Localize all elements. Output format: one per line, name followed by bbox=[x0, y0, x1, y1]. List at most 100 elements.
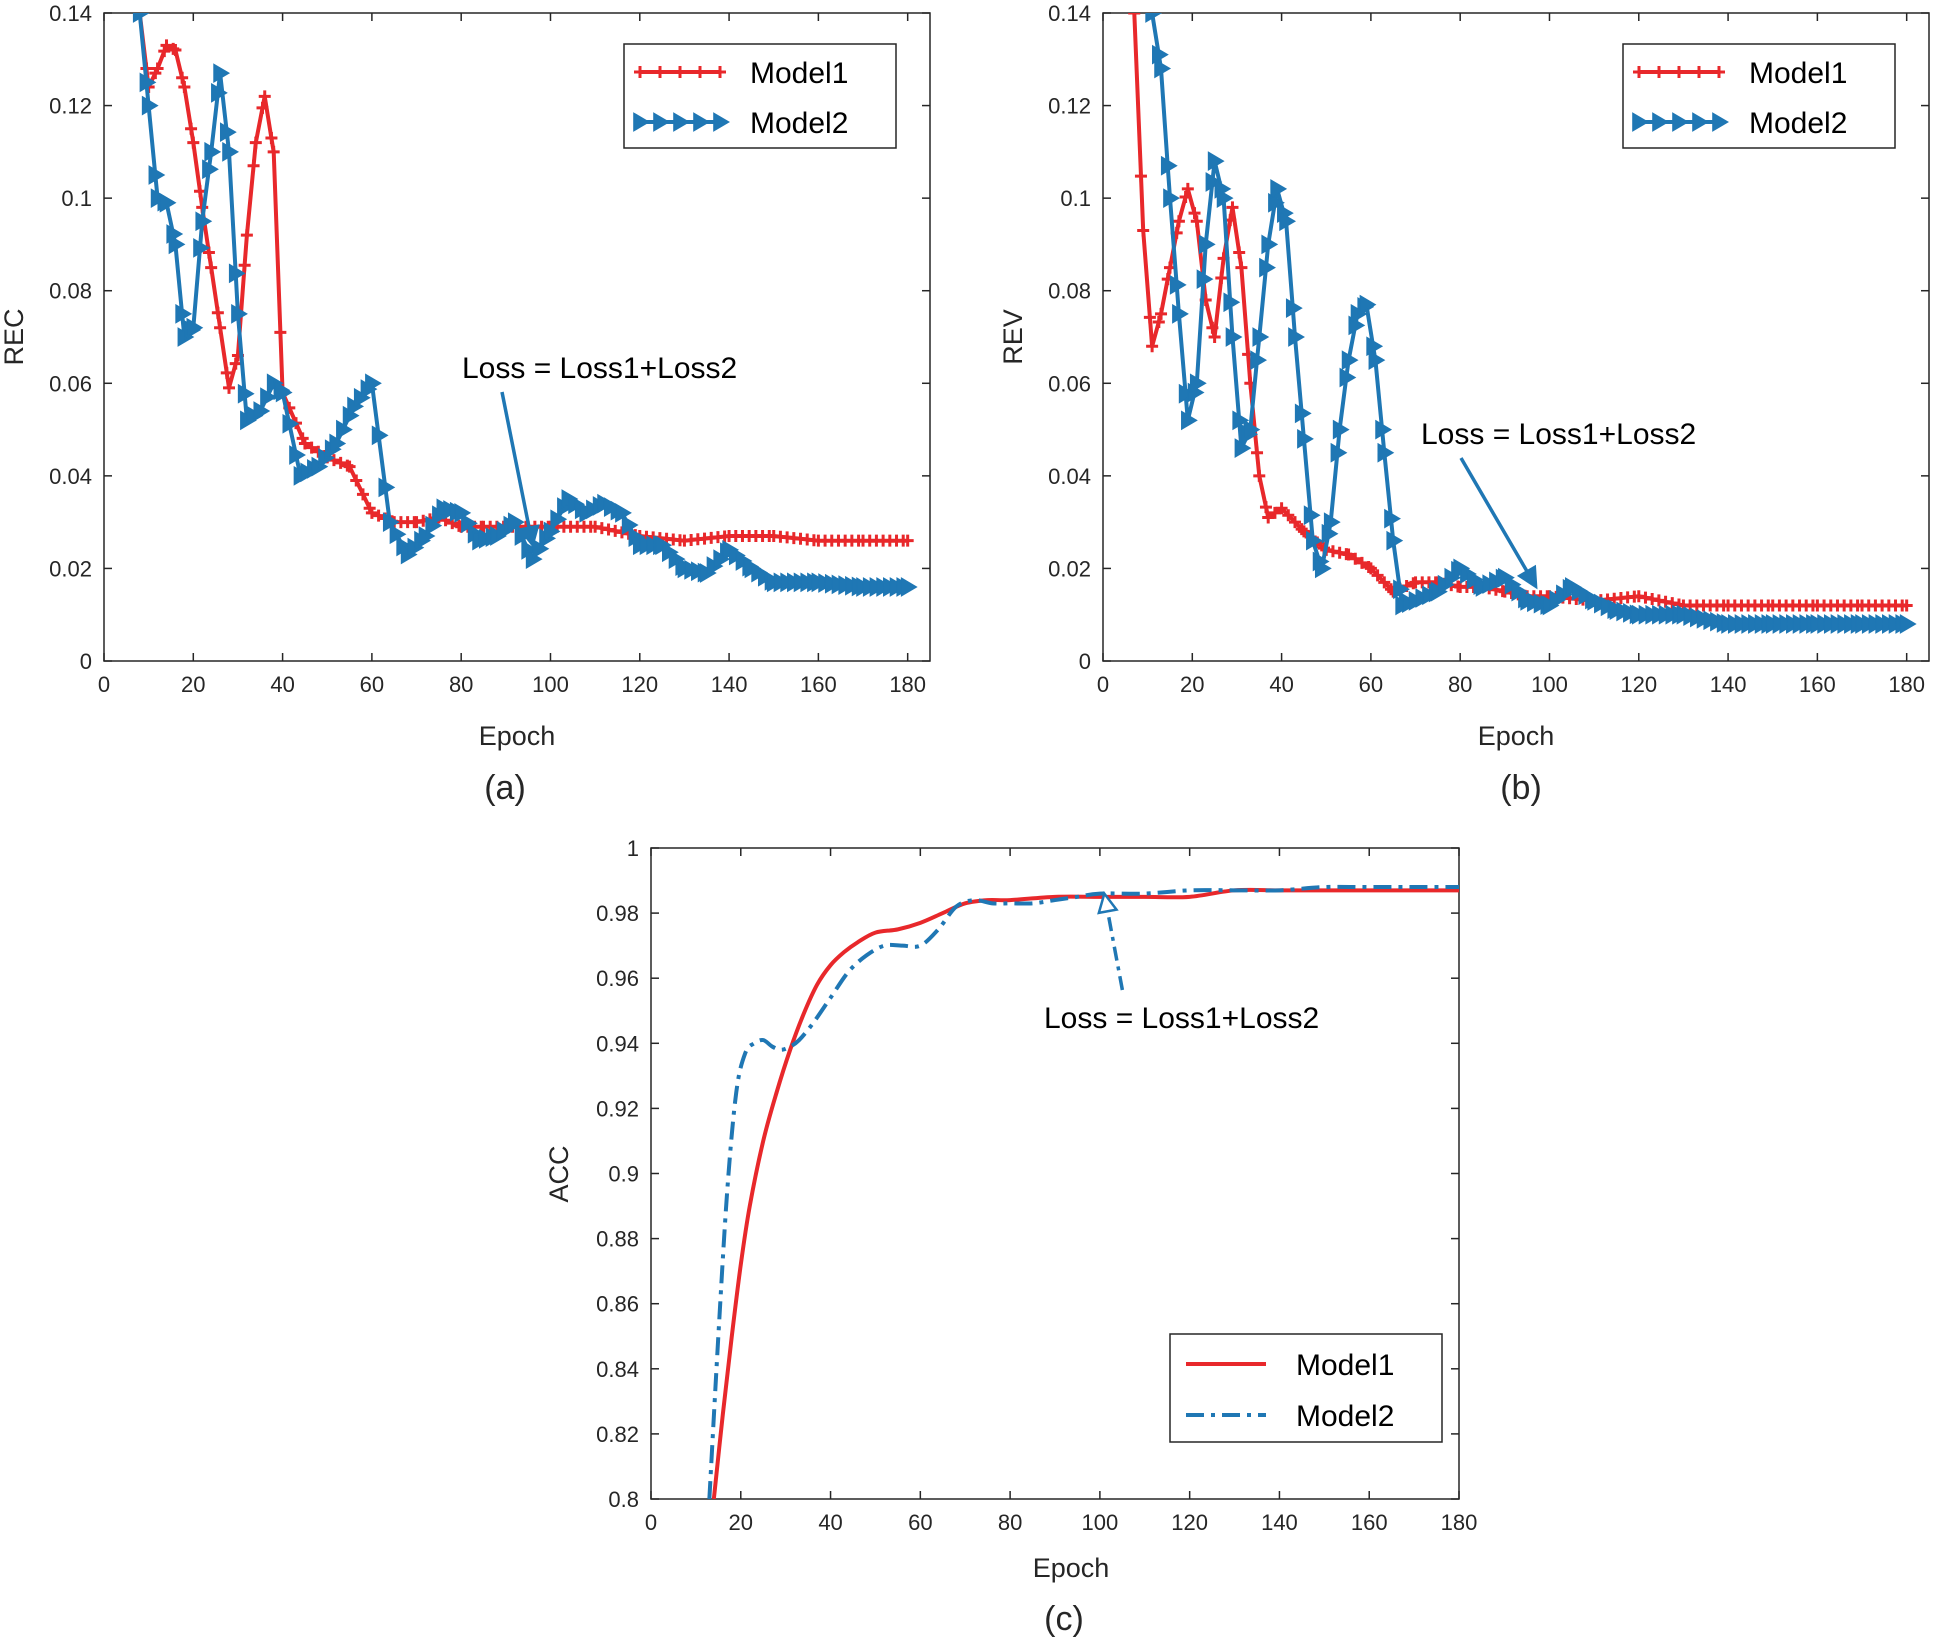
series-model2-marker bbox=[1225, 327, 1243, 347]
series-model2-marker bbox=[1205, 172, 1223, 192]
x-tick-label: 120 bbox=[1171, 1510, 1208, 1535]
series-model2-marker bbox=[159, 192, 177, 213]
y-tick-label: 0.02 bbox=[49, 556, 92, 581]
annotation-text-b: Loss = Loss1+Loss2 bbox=[1421, 418, 1696, 451]
series-model2-marker bbox=[289, 445, 306, 465]
series-model2-marker bbox=[1359, 294, 1377, 315]
series-model2-marker bbox=[1393, 579, 1410, 600]
series-model1-marker bbox=[1208, 331, 1221, 343]
series-model1-marker bbox=[1206, 321, 1219, 334]
legend-marker bbox=[673, 112, 690, 132]
legend-label-model1: Model1 bbox=[750, 57, 848, 90]
series-model1-marker bbox=[1128, 13, 1141, 19]
series-model2-marker bbox=[1259, 257, 1276, 278]
series-model2-marker bbox=[1160, 155, 1178, 176]
series-model1-marker bbox=[178, 81, 191, 94]
series-model2-marker bbox=[378, 477, 396, 498]
series-model2-marker bbox=[204, 141, 222, 162]
series-model1-marker bbox=[1275, 502, 1288, 515]
legend-label-model2: Model2 bbox=[1749, 107, 1847, 140]
series-model2-marker bbox=[1261, 234, 1279, 255]
series-model2-marker bbox=[1234, 438, 1252, 458]
legend-marker bbox=[1672, 112, 1689, 132]
series-model1-marker bbox=[1355, 556, 1368, 569]
series-model1-marker bbox=[1268, 506, 1281, 519]
series-model2-marker bbox=[1189, 373, 1207, 394]
series-model1-marker bbox=[229, 357, 242, 370]
series-model1-marker bbox=[1172, 215, 1185, 228]
series-model1-marker bbox=[356, 488, 369, 501]
series-model2-marker bbox=[231, 303, 248, 324]
series-model2-marker bbox=[1223, 292, 1241, 313]
y-tick-label: 0 bbox=[80, 649, 92, 674]
series-model2-marker bbox=[1339, 367, 1357, 388]
series-model2-marker bbox=[1216, 188, 1234, 209]
y-axis-label-c: ACC bbox=[544, 1145, 574, 1202]
series-model2-marker bbox=[186, 317, 204, 338]
series-model2-marker bbox=[329, 433, 347, 454]
series-model2-marker bbox=[219, 122, 237, 143]
y-tick-label: 0.86 bbox=[596, 1292, 639, 1317]
series-model2-marker bbox=[507, 512, 525, 533]
series-model1-marker bbox=[305, 441, 318, 454]
annotation-text-c: Loss = Loss1+Loss2 bbox=[1044, 1002, 1319, 1035]
series-model1-marker bbox=[1134, 170, 1147, 183]
legend-box bbox=[623, 43, 897, 149]
series-model1-marker bbox=[1900, 599, 1913, 612]
legend-marker bbox=[693, 112, 710, 132]
series-model1-marker bbox=[1297, 525, 1310, 538]
y-tick-label: 0.96 bbox=[596, 966, 639, 991]
legend-marker bbox=[653, 112, 670, 132]
x-axis-title-a: Epoch bbox=[479, 721, 556, 751]
series-model2-marker bbox=[1169, 275, 1187, 295]
series-model1-markers bbox=[1128, 13, 1913, 612]
series-model2-marker bbox=[1145, 13, 1163, 23]
series-model2-marker bbox=[1279, 211, 1297, 232]
series-model2-marker bbox=[195, 211, 213, 232]
series-model1-marker bbox=[1349, 552, 1362, 565]
series-model1-marker bbox=[350, 474, 363, 487]
series-model2-marker bbox=[900, 577, 918, 597]
series-model1-marker bbox=[1282, 509, 1295, 522]
series-model2-marker bbox=[371, 425, 389, 446]
y-tick-label: 0.8 bbox=[608, 1487, 639, 1512]
x-tick-label: 100 bbox=[1531, 672, 1568, 697]
x-tick-label: 80 bbox=[998, 1510, 1022, 1535]
series-model1-marker bbox=[1378, 576, 1391, 589]
x-tick-label: 40 bbox=[818, 1510, 842, 1535]
x-tick-label: 180 bbox=[1888, 672, 1925, 697]
series-model1-marker bbox=[1262, 511, 1275, 524]
y-tick-label: 0.84 bbox=[596, 1357, 639, 1382]
legend-box bbox=[1169, 1333, 1443, 1443]
series-model1-marker bbox=[334, 456, 347, 469]
y-tick-label: 0.06 bbox=[49, 371, 92, 396]
series-model1-marker bbox=[169, 44, 182, 57]
series-model1-marker bbox=[1251, 446, 1264, 459]
x-tick-label: 60 bbox=[908, 1510, 932, 1535]
series-model1-marker bbox=[258, 90, 271, 103]
series-model1-marker bbox=[901, 534, 914, 547]
series-model1-marker bbox=[1146, 340, 1159, 353]
series-model2-marker bbox=[168, 234, 186, 255]
x-tick-label: 20 bbox=[181, 672, 205, 697]
legend-marker bbox=[1692, 112, 1709, 132]
series-model2-marker bbox=[365, 373, 382, 394]
series-model2-marker bbox=[1252, 327, 1270, 347]
series-model2-marker bbox=[1243, 419, 1261, 440]
y-tick-label: 0.12 bbox=[49, 94, 92, 119]
series-model2-marker bbox=[1303, 505, 1321, 526]
y-tick-label: 0.94 bbox=[596, 1031, 639, 1056]
series-model2-marker bbox=[260, 387, 277, 408]
series-model2-marker bbox=[1386, 530, 1404, 551]
series-model1-marker bbox=[240, 229, 253, 242]
series-model2-marker bbox=[1178, 383, 1196, 404]
legend-marker bbox=[1653, 66, 1665, 78]
series-model2-marker bbox=[1306, 530, 1323, 551]
series-model1-marker bbox=[372, 509, 385, 522]
series-model2-marker bbox=[336, 419, 353, 440]
series-model1-marker bbox=[1371, 569, 1384, 582]
y-tick-label: 0.98 bbox=[596, 901, 639, 926]
y-tick-label: 0.04 bbox=[49, 464, 92, 489]
legend-a: Model1 Model2 bbox=[623, 43, 897, 149]
series-model2-markers bbox=[1145, 13, 1917, 634]
